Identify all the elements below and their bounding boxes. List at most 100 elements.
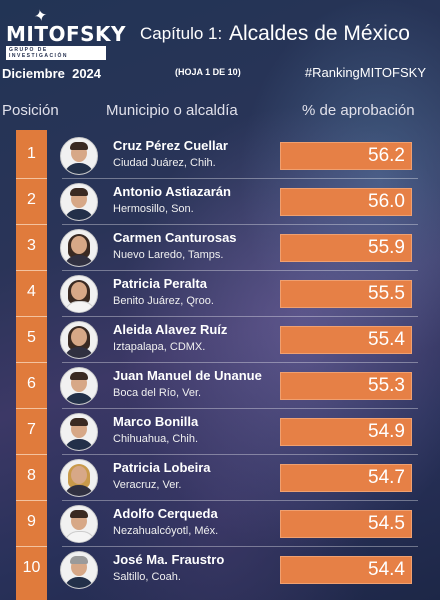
municipality-name: Chihuahua, Chih. [113,433,199,445]
avatar [60,459,98,497]
mitofsky-logo: ✦ MITOFSKY GRUPO DE INVESTIGACIÓN [6,6,126,60]
approval-value: 54.4 [368,559,405,580]
avatar [60,551,98,589]
approval-value: 54.9 [368,421,405,442]
avatar [60,137,98,175]
mayor-name: Cruz Pérez Cuellar [113,138,228,153]
approval-value: 56.0 [368,191,405,212]
avatar [60,367,98,405]
table-row: 8 Patricia Lobeira Veracruz, Ver. 54.7 [0,455,440,501]
avatar [60,321,98,359]
municipality-name: Hermosillo, Son. [113,203,194,215]
row-separator [62,316,418,317]
table-row: 5 Aleida Alavez Ruíz Iztapalapa, CDMX. 5… [0,317,440,363]
approval-bar: 55.4 [280,326,412,354]
table-row: 1 Cruz Pérez Cuellar Ciudad Juárez, Chih… [0,133,440,179]
approval-bar: 54.4 [280,556,412,584]
row-separator [62,454,418,455]
position-divider [16,408,47,409]
municipality-name: Benito Juárez, Qroo. [113,295,214,307]
position-divider [16,454,47,455]
approval-value: 55.3 [368,375,405,396]
approval-value: 54.7 [368,467,405,488]
row-separator [62,546,418,547]
logo-text: MITOFSKY [6,22,127,46]
municipality-name: Ciudad Juárez, Chih. [113,157,216,169]
approval-bar: 55.3 [280,372,412,400]
table-row: 7 Marco Bonilla Chihuahua, Chih. 54.9 [0,409,440,455]
approval-bar: 56.0 [280,188,412,216]
mayor-name: Adolfo Cerqueda [113,506,218,521]
municipality-name: Iztapalapa, CDMX. [113,341,206,353]
avatar [60,413,98,451]
approval-bar: 55.5 [280,280,412,308]
mayor-name: Carmen Canturosas [113,230,237,245]
row-separator [62,270,418,271]
position-divider [16,224,47,225]
column-header-municipality: Municipio o alcaldía [106,102,238,119]
row-separator [62,500,418,501]
hashtag: #RankingMITOFSKY [304,65,426,80]
column-header-approval: % de aprobación [302,102,415,119]
position-number: 9 [27,513,36,530]
approval-bar: 54.5 [280,510,412,538]
avatar [60,505,98,543]
sheet-indicator: (HOJA 1 DE 10) [175,67,241,77]
column-header-position: Posición [2,102,59,119]
avatar [60,229,98,267]
row-separator [62,362,418,363]
approval-value: 55.4 [368,329,405,350]
row-separator [62,224,418,225]
approval-bar: 54.9 [280,418,412,446]
position-number: 3 [27,237,36,254]
position-divider [16,270,47,271]
report-date: Diciembre 2024 [2,66,102,81]
municipality-name: Saltillo, Coah. [113,571,181,583]
position-number: 2 [27,191,36,208]
mayor-name: Juan Manuel de Unanue [113,368,262,383]
position-number: 6 [27,375,36,392]
approval-value: 54.5 [368,513,405,534]
table-row: 9 Adolfo Cerqueda Nezahualcóyotl, Méx. 5… [0,501,440,547]
approval-value: 56.2 [368,145,405,166]
position-divider [16,500,47,501]
municipality-name: Veracruz, Ver. [113,479,182,491]
position-divider [16,546,47,547]
avatar [60,275,98,313]
approval-bar: 55.9 [280,234,412,262]
mayor-name: Antonio Astiazarán [113,184,231,199]
position-number: 1 [27,145,36,162]
approval-value: 55.5 [368,283,405,304]
position-divider [16,316,47,317]
avatar [60,183,98,221]
approval-bar: 54.7 [280,464,412,492]
position-column-bar [16,130,47,600]
position-number: 8 [27,467,36,484]
page-title: Alcaldes de México [229,22,410,45]
municipality-name: Nuevo Laredo, Tamps. [113,249,224,261]
chapter-label: Capítulo 1: [140,24,223,43]
approval-bar: 56.2 [280,142,412,170]
mayor-name: Patricia Lobeira [113,460,211,475]
mayor-name: Marco Bonilla [113,414,199,429]
position-number: 7 [27,421,36,438]
position-number: 10 [22,559,41,576]
logo-tagline: GRUPO DE INVESTIGACIÓN [6,46,106,60]
table-row: 2 Antonio Astiazarán Hermosillo, Son. 56… [0,179,440,225]
mayor-name: Patricia Peralta [113,276,207,291]
position-number: 4 [27,283,36,300]
mayor-name: Aleida Alavez Ruíz [113,322,228,337]
table-row: 3 Carmen Canturosas Nuevo Laredo, Tamps.… [0,225,440,271]
position-number: 5 [27,329,36,346]
municipality-name: Nezahualcóyotl, Méx. [113,525,219,537]
municipality-name: Boca del Río, Ver. [113,387,202,399]
table-row: 6 Juan Manuel de Unanue Boca del Río, Ve… [0,363,440,409]
table-row: 4 Patricia Peralta Benito Juárez, Qroo. … [0,271,440,317]
table-row: 10 José Ma. Fraustro Saltillo, Coah. 54.… [0,547,440,593]
header: ✦ MITOFSKY GRUPO DE INVESTIGACIÓN Capítu… [0,0,440,60]
row-separator [62,178,418,179]
approval-value: 55.9 [368,237,405,258]
row-separator [62,408,418,409]
mayor-name: José Ma. Fraustro [113,552,225,567]
position-divider [16,178,47,179]
